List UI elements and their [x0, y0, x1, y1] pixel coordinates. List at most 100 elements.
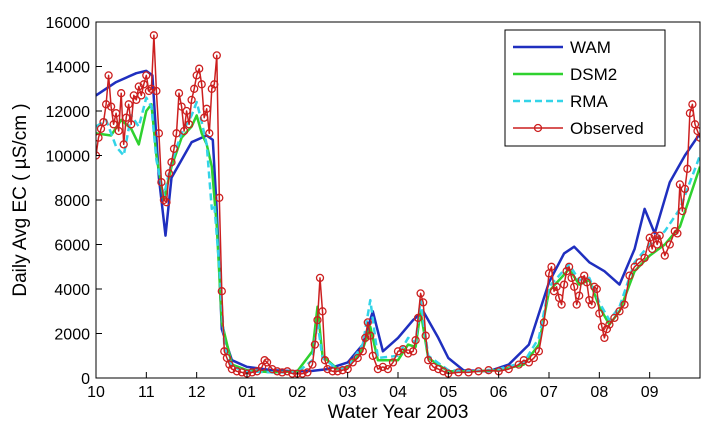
series-observed-point: [361, 333, 370, 343]
series-observed-point: [174, 89, 184, 98]
series-observed-point: [590, 282, 599, 291]
series-observed-point: [310, 340, 320, 349]
series-observed-point: [172, 129, 181, 138]
series-observed-point: [184, 120, 194, 129]
series-observed-point: [534, 347, 544, 356]
y-tick-label: 4000: [54, 282, 90, 299]
series-observed-point: [582, 278, 591, 287]
series-observed-point: [159, 195, 169, 205]
y-tick-label: 14000: [46, 60, 91, 77]
series-observed-point: [383, 364, 393, 374]
series-observed-point: [333, 367, 342, 376]
series-observed-point: [600, 333, 609, 343]
series-observed-point: [630, 262, 639, 271]
series-observed-point: [648, 244, 657, 254]
series-observed-point: [615, 307, 624, 316]
series-observed-point: [308, 360, 317, 369]
series-observed-point: [388, 358, 398, 367]
series-observed-point: [419, 298, 428, 307]
series-observed-point: [670, 227, 679, 236]
series-layer: [96, 31, 700, 378]
series-observed-point: [303, 368, 312, 377]
y-tick-label: 8000: [54, 193, 90, 210]
series-observed-point: [587, 300, 596, 309]
series-observed-point: [424, 356, 433, 365]
x-tick-label: 03: [339, 384, 357, 401]
series-observed-point: [225, 360, 234, 369]
series-observed-point: [117, 89, 126, 98]
series-observed-point: [338, 366, 347, 375]
x-tick-label: 05: [439, 384, 457, 401]
x-tick-label: 07: [540, 384, 558, 401]
series-observed-point: [403, 349, 413, 358]
series-observed-point: [162, 198, 171, 207]
legend-label-observed: Observed: [570, 119, 644, 138]
series-observed-point: [114, 126, 123, 136]
series-observed-point: [675, 180, 685, 189]
series-observed-point: [529, 353, 539, 363]
series-observed-point: [358, 347, 367, 356]
series-observed-point: [595, 309, 604, 318]
series-observed-point: [190, 84, 199, 93]
series-observed-point: [348, 358, 357, 367]
series-observed-point: [109, 120, 118, 129]
series-observed-point: [640, 253, 649, 263]
legend-label-rma: RMA: [570, 92, 608, 111]
legend-item-observed: Observed: [513, 119, 644, 138]
x-tick-label: 04: [389, 384, 407, 401]
series-observed-point: [111, 109, 121, 118]
y-axis-title: Daily Avg EC ( µS/cm ): [10, 103, 31, 296]
legend-label-dsm2: DSM2: [570, 65, 617, 84]
series-observed-markers: [96, 31, 700, 378]
series-observed-point: [559, 280, 569, 289]
series-observed-point: [519, 356, 528, 365]
y-axis: 0 2000 4000 6000 8000 10000 12000 14000 16000: [46, 15, 102, 388]
x-tick-label: 08: [590, 384, 608, 401]
series-observed-point: [572, 300, 581, 309]
series-observed-point: [154, 129, 164, 138]
series-observed-point: [484, 366, 493, 375]
series-observed-point: [564, 262, 574, 271]
series-observed-point: [124, 100, 133, 109]
series-observed-point: [650, 231, 659, 240]
series-observed-point: [232, 367, 242, 376]
series-observed-point: [439, 367, 448, 376]
legend-item-rma: RMA: [513, 92, 608, 111]
series-observed-point: [429, 362, 438, 372]
series-observed-point: [549, 287, 559, 296]
series-observed-point: [514, 360, 523, 369]
series-observed-point: [179, 126, 189, 136]
series-observed-point: [678, 206, 687, 216]
series-observed-point: [524, 358, 534, 367]
series-observed-point: [164, 169, 174, 178]
x-tick-label: 11: [138, 384, 155, 401]
series-observed-point: [197, 80, 206, 89]
series-observed-point: [378, 362, 388, 372]
series-observed-point: [167, 158, 176, 167]
x-tick-label: 12: [188, 384, 206, 401]
series-observed-point: [592, 284, 601, 294]
series-observed-point: [122, 113, 131, 122]
series-observed-point: [398, 344, 408, 354]
series-observed-point: [149, 31, 159, 40]
series-observed-point: [683, 164, 692, 173]
y-tick-label: 0: [81, 371, 90, 388]
legend: WAM DSM2 RMA Observed: [504, 29, 666, 147]
series-observed-point: [695, 133, 700, 142]
series-observed-point: [373, 364, 383, 374]
series-observed-point: [212, 51, 221, 60]
series-observed-point: [106, 102, 116, 111]
series-observed-point: [104, 71, 113, 80]
series-observed-point: [660, 251, 669, 260]
y-tick-label: 12000: [46, 104, 91, 121]
series-observed-point: [96, 133, 103, 142]
legend-item-wam: WAM: [513, 38, 611, 57]
x-axis-title: Water Year 2003: [328, 402, 469, 423]
series-observed-point: [313, 315, 322, 325]
series-observed-point: [268, 364, 277, 374]
series-observed-point: [169, 144, 179, 153]
series-observed-point: [610, 313, 619, 323]
series-observed-point: [421, 331, 430, 340]
series-observed-point: [195, 64, 204, 73]
series-observed-point: [99, 117, 108, 127]
